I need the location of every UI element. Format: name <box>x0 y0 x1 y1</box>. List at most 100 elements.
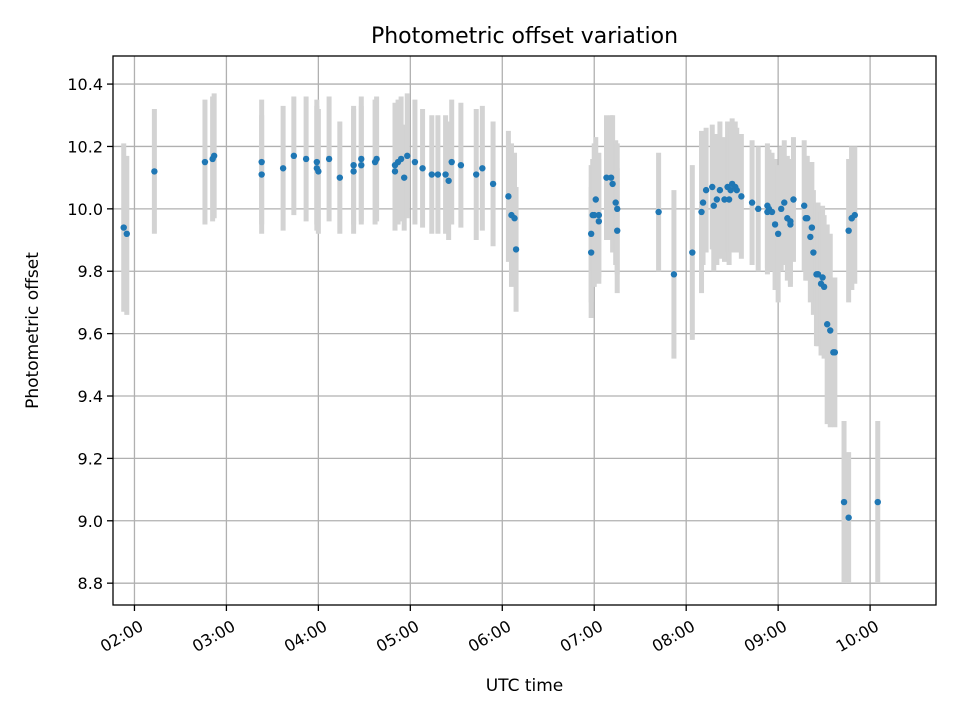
data-point <box>702 186 710 194</box>
data-point <box>350 161 357 169</box>
data-point <box>587 249 595 256</box>
data-point <box>479 165 486 172</box>
data-point <box>511 215 518 222</box>
data-point <box>373 155 380 163</box>
data-point <box>840 498 848 506</box>
data-point <box>787 218 794 225</box>
data-point <box>733 186 740 194</box>
data-point <box>771 221 779 228</box>
data-point <box>800 202 808 209</box>
data-point <box>210 152 218 160</box>
data-point <box>313 158 321 166</box>
y-tick-label: 9.8 <box>78 262 103 281</box>
data-point <box>607 174 615 181</box>
data-point <box>201 158 209 166</box>
data-point <box>725 196 733 203</box>
data-point <box>778 205 785 213</box>
data-point <box>831 349 839 356</box>
data-point <box>445 177 452 184</box>
chart-title: Photometric offset variation <box>371 24 678 49</box>
y-tick-label: 9.0 <box>78 512 103 531</box>
data-point <box>698 208 705 216</box>
data-point <box>350 168 357 175</box>
data-point <box>419 165 426 172</box>
data-point <box>404 152 411 160</box>
data-point <box>391 168 399 175</box>
data-point <box>689 249 696 256</box>
data-point <box>595 218 603 225</box>
data-point <box>448 158 455 166</box>
data-point <box>434 171 442 178</box>
data-point <box>804 215 811 222</box>
data-point <box>755 205 762 213</box>
data-point <box>279 165 287 172</box>
data-point <box>699 199 707 206</box>
y-tick-label: 8.8 <box>78 574 103 593</box>
data-point <box>290 152 298 160</box>
data-point <box>336 174 344 181</box>
data-point <box>655 208 662 216</box>
data-point <box>808 224 816 231</box>
data-point <box>325 155 333 163</box>
data-point <box>810 249 817 256</box>
data-point <box>709 183 716 191</box>
data-point <box>845 514 852 521</box>
data-point <box>603 174 610 181</box>
data-point <box>591 211 598 219</box>
data-points <box>120 152 881 521</box>
data-point <box>612 199 619 206</box>
data-point <box>790 196 797 203</box>
data-point <box>512 246 520 253</box>
data-point <box>120 224 127 231</box>
data-point <box>614 205 621 213</box>
data-point <box>397 155 405 163</box>
data-point <box>827 327 834 334</box>
data-point <box>442 171 449 178</box>
data-point <box>595 211 603 219</box>
y-tick-label: 10.4 <box>67 75 103 94</box>
y-tick-label: 10.2 <box>67 137 103 156</box>
data-point <box>874 498 881 506</box>
data-point <box>587 230 595 238</box>
data-point <box>774 230 782 238</box>
data-point <box>505 193 512 200</box>
data-point <box>819 274 826 281</box>
data-point <box>457 161 465 169</box>
data-point <box>489 180 497 188</box>
data-point <box>814 271 822 278</box>
data-point <box>851 211 858 219</box>
data-point <box>721 196 728 203</box>
data-point <box>592 196 599 203</box>
data-point <box>823 321 831 328</box>
data-point <box>400 174 408 181</box>
data-point <box>428 171 435 178</box>
data-point <box>358 155 365 163</box>
data-point <box>258 171 265 178</box>
data-point <box>781 199 788 206</box>
data-point <box>614 227 621 234</box>
data-point <box>411 158 419 166</box>
data-point <box>713 196 721 203</box>
data-point <box>302 155 310 163</box>
y-tick-label: 9.2 <box>78 449 103 468</box>
data-point <box>609 180 616 188</box>
data-point <box>358 161 365 169</box>
data-point <box>473 171 480 178</box>
y-axis-label: Photometric offset <box>23 252 43 409</box>
data-point <box>727 186 734 194</box>
data-point <box>820 283 828 291</box>
y-axis: 8.8 9.0 9.2 9.4 9.6 9.8 10.0 10.2 10.4 <box>67 75 113 593</box>
data-point <box>738 193 745 200</box>
data-point <box>315 168 322 175</box>
data-point <box>807 233 814 241</box>
data-point <box>123 230 130 238</box>
data-point <box>845 227 852 234</box>
y-tick-label: 9.4 <box>78 387 103 406</box>
data-point <box>258 158 265 166</box>
y-tick-label: 10.0 <box>67 200 103 219</box>
data-point <box>151 168 158 175</box>
y-tick-label: 9.6 <box>78 325 103 344</box>
x-axis-label: UTC time <box>486 676 564 696</box>
data-point <box>670 271 678 278</box>
